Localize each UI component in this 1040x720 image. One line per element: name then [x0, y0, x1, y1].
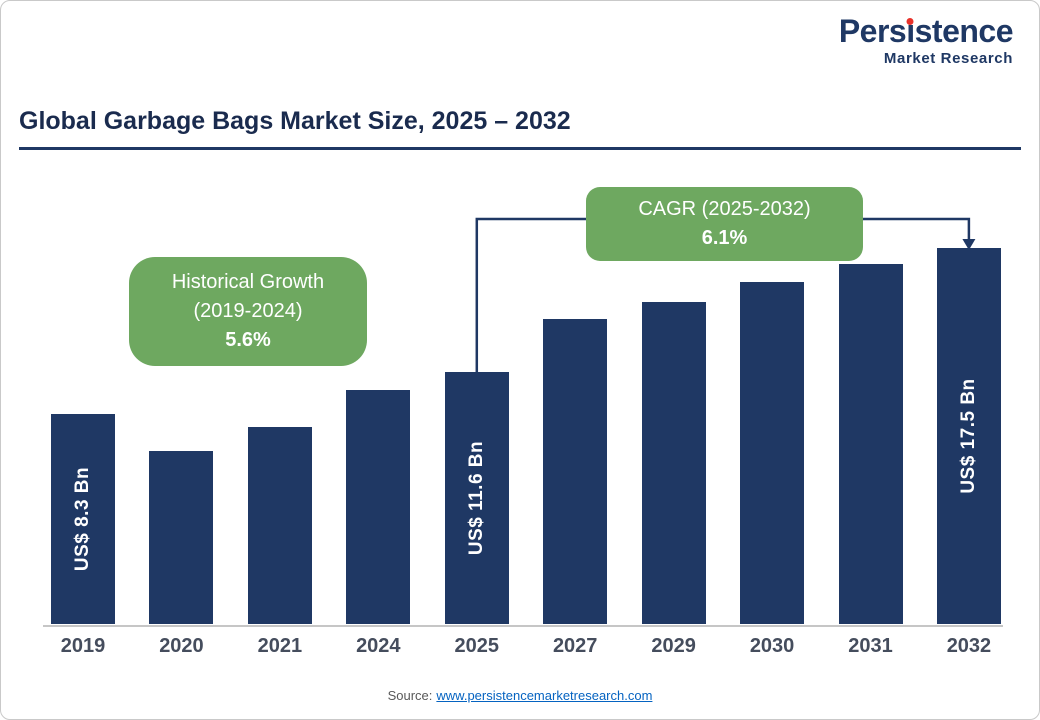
x-axis-label-2025: 2025 — [454, 635, 500, 657]
bar-2027 — [543, 319, 608, 624]
bar-column-2030: 2030 — [740, 282, 805, 657]
historical-growth-line2: (2019-2024) — [193, 300, 303, 322]
x-axis-label-2031: 2031 — [848, 635, 893, 657]
source-link[interactable]: www.persistencemarketresearch.com — [436, 688, 653, 703]
bar-column-2032: US$ 17.5 Bn 2032 — [936, 248, 1001, 657]
brand-i-red-dot-icon — [906, 18, 914, 25]
x-axis-label-2024: 2024 — [356, 635, 401, 657]
bar-column-2024: 2024 — [346, 390, 411, 657]
x-axis-label-2029: 2029 — [651, 635, 696, 657]
bar-2025: US$ 11.6 Bn — [444, 372, 509, 624]
bar-value-label-2025: US$ 11.6 Bn — [465, 440, 487, 556]
title-underline — [19, 147, 1021, 150]
historical-growth-annotation: Historical Growth (2019-2024) 5.6% — [129, 257, 367, 366]
brand-name-pre: Pers — [838, 13, 907, 49]
source-line: Source: www.persistencemarketresearch.com — [1, 688, 1039, 703]
bar-2021 — [247, 427, 312, 624]
bar-2032: US$ 17.5 Bn — [936, 248, 1001, 624]
x-axis-label-2032: 2032 — [946, 635, 992, 657]
bar-2024 — [346, 390, 411, 624]
x-axis-label-2027: 2027 — [552, 635, 598, 657]
brand-letter-i: ı — [906, 13, 915, 49]
x-axis-label-2030: 2030 — [749, 635, 795, 657]
bar-value-label-2032: US$ 17.5 Bn — [957, 378, 979, 494]
bar-2029 — [641, 302, 706, 624]
historical-growth-line1: Historical Growth — [171, 271, 325, 293]
bar-column-2031: 2031 — [838, 264, 903, 657]
bar-2030 — [740, 282, 805, 624]
chart-title: Global Garbage Bags Market Size, 2025 – … — [19, 107, 571, 135]
brand-i-stem: ı — [906, 13, 915, 49]
bars: US$ 8.3 Bn 2019 2020 2021 2024 US$ 11.6 Bn 202… — [51, 248, 1001, 657]
brand-name-post: stence — [914, 13, 1014, 49]
source-label: Source: — [387, 688, 433, 703]
bar-column-2020: 2020 — [149, 451, 214, 657]
bar-column-2025: US$ 11.6 Bn 2025 — [444, 372, 509, 657]
historical-growth-value: 5.6% — [225, 329, 271, 351]
bar-column-2019: US$ 8.3 Bn 2019 — [51, 414, 115, 657]
bar-2019: US$ 8.3 Bn — [51, 414, 115, 624]
brand-subtitle: Market Research — [883, 50, 1013, 67]
cagr-annotation: CAGR (2025-2032) 6.1% — [586, 187, 863, 261]
bar-column-2029: 2029 — [641, 302, 706, 657]
x-axis-label-2020: 2020 — [159, 635, 204, 657]
bar-column-2021: 2021 — [247, 427, 312, 657]
bar-2031 — [838, 264, 903, 624]
x-axis-line — [43, 625, 1003, 627]
bar-column-2027: 2027 — [543, 319, 608, 657]
bar-value-label-2019: US$ 8.3 Bn — [72, 466, 93, 572]
cagr-line1: CAGR (2025-2032) — [638, 198, 811, 220]
brand-name: Persı stence — [838, 13, 1014, 49]
brand-logo: Persı stence Market Research — [838, 13, 1014, 67]
bar-2020 — [149, 451, 214, 624]
cagr-value: 6.1% — [701, 227, 748, 249]
x-axis-label-2021: 2021 — [257, 635, 303, 657]
x-axis-label-2019: 2019 — [60, 635, 106, 657]
